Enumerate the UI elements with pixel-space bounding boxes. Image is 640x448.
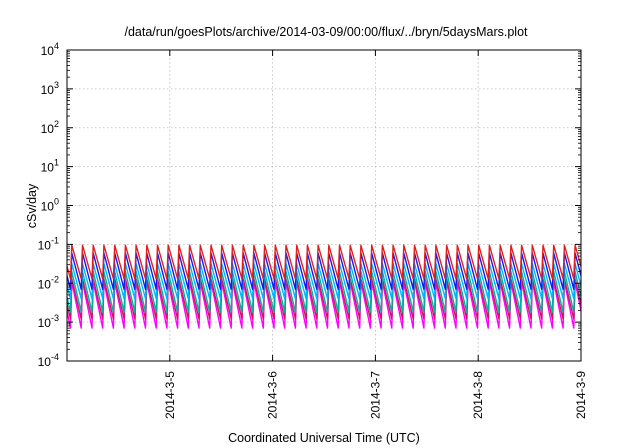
x-axis: 2014-3-5 2014-3-6 2014-3-7 2014-3-8 2014-3-9 [163, 50, 588, 419]
y-axis: 10-4 10-3 10-2 10-1 100 101 102 103 104 [38, 41, 581, 369]
chart-title: /data/run/goesPlots/archive/2014-03-09/0… [124, 25, 528, 39]
y-tick-label: 104 [41, 41, 59, 58]
y-tick-label: 100 [41, 197, 59, 214]
series-group [67, 244, 581, 329]
y-tick-label: 10-1 [38, 235, 59, 252]
y-tick-label: 101 [41, 158, 59, 175]
y-axis-label: cSv/day [25, 183, 39, 228]
x-tick-label: 2014-3-8 [471, 371, 485, 419]
y-tick-label: 10-4 [38, 352, 59, 369]
y-tick-label: 103 [41, 80, 59, 97]
series-line [67, 244, 581, 280]
y-tick-label: 10-2 [38, 274, 59, 291]
y-tick-label: 102 [41, 119, 59, 136]
x-tick-label: 2014-3-9 [574, 371, 588, 419]
x-axis-label: Coordinated Universal Time (UTC) [228, 431, 420, 445]
x-tick-label: 2014-3-5 [163, 371, 177, 419]
y-tick-label: 10-3 [38, 313, 59, 330]
x-tick-label: 2014-3-7 [368, 371, 382, 419]
x-tick-label: 2014-3-6 [266, 371, 280, 419]
